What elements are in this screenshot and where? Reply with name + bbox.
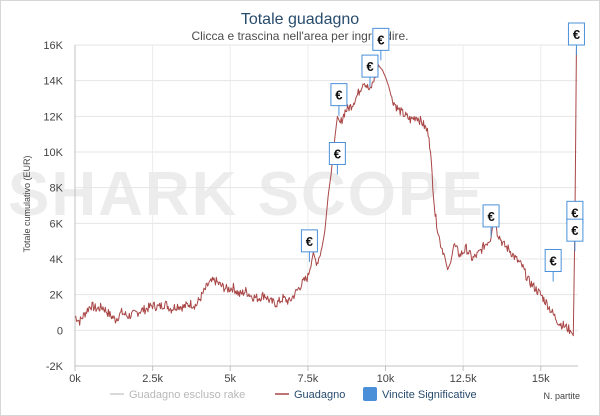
significant-win-flag[interactable]: € <box>372 27 390 61</box>
legend: Guadagno escluso rake Guadagno Vincite Sig… <box>110 387 477 401</box>
grid <box>74 44 578 367</box>
x-tick-label: 0k <box>69 373 81 385</box>
chart-title: Totale guadagno <box>241 11 359 28</box>
y-tick-label: 0 <box>57 325 63 337</box>
y-axis-title: Totale cumulativo (EUR) <box>22 155 32 252</box>
x-tick-label: 5k <box>224 373 236 385</box>
flag-euro-label: € <box>550 253 557 268</box>
legend-item-guadagno[interactable]: Guadagno <box>275 389 345 401</box>
y-axis-ticks: -2K 0 2K 4K 6K 8K 10K 12K 14K 16K <box>43 40 63 373</box>
x-axis-title: N. partite <box>543 391 580 401</box>
y-tick-label: 12K <box>43 111 63 123</box>
x-tick-label: 2.5k <box>142 373 163 385</box>
y-tick-label: 6K <box>50 218 64 230</box>
legend-label: Guadagno escluso rake <box>129 389 245 401</box>
flag-euro-label: € <box>306 234 313 249</box>
legend-item-vincite-significative[interactable]: Vincite Significative <box>363 387 477 401</box>
y-tick-label: 14K <box>43 76 63 88</box>
legend-box-marker <box>363 387 377 401</box>
flag-euro-label: € <box>571 223 578 238</box>
watermark: SHARK SCOPE <box>8 160 485 229</box>
chart-subtitle: Clicca e trascina nell'area per ingrandi… <box>191 29 408 43</box>
y-tick-label: 8K <box>50 183 64 195</box>
significant-win-flag[interactable]: € <box>567 22 585 55</box>
flag-euro-label: € <box>573 27 580 42</box>
x-tick-label: 15k <box>532 373 550 385</box>
flag-euro-label: € <box>366 59 373 74</box>
flag-euro-label: € <box>334 146 341 161</box>
legend-label: Vincite Significative <box>382 389 477 401</box>
x-tick-label: 12.5k <box>450 373 477 385</box>
significant-win-flag[interactable]: € <box>544 248 562 282</box>
significant-win-flag[interactable]: € <box>566 218 584 252</box>
significant-win-flag[interactable]: € <box>482 204 500 237</box>
y-tick-label: 16K <box>43 40 63 52</box>
flag-euro-label: € <box>335 88 342 103</box>
x-tick-label: 7.5k <box>297 373 318 385</box>
significant-wins-flags: € € € € € € € € € € <box>300 22 585 282</box>
y-tick-label: 10K <box>43 147 63 159</box>
legend-item-guadagno-escluso-rake[interactable]: Guadagno escluso rake <box>110 389 245 401</box>
significant-win-flag[interactable]: € <box>361 54 379 88</box>
y-tick-label: 2K <box>50 290 64 302</box>
significant-win-flag[interactable]: € <box>330 83 348 116</box>
x-tick-label: 10k <box>377 373 395 385</box>
significant-win-flag[interactable]: € <box>300 229 318 262</box>
y-tick-label: 4K <box>50 254 64 266</box>
flag-euro-label: € <box>377 32 384 47</box>
x-axis-ticks: 0k 2.5k 5k 7.5k 10k 12.5k 15k <box>69 366 550 385</box>
significant-win-flag[interactable]: € <box>328 141 346 175</box>
flag-euro-label: € <box>571 205 578 220</box>
flag-euro-label: € <box>487 209 494 224</box>
legend-label: Guadagno <box>294 389 345 401</box>
y-tick-label: -2K <box>46 361 64 373</box>
